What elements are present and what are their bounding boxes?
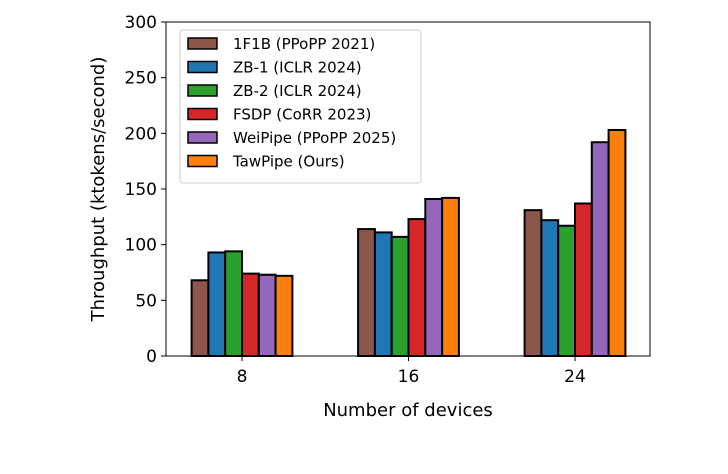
legend-swatch: [187, 37, 218, 50]
legend-label: ZB-1 (ICLR 2024): [233, 59, 362, 77]
y-tick-label: 0: [146, 347, 157, 367]
y-tick-label: 50: [135, 291, 157, 311]
legend-swatch: [187, 131, 218, 144]
bar-5-2: [607, 128, 627, 357]
y-tick-label: 250: [125, 69, 157, 89]
bar-3-1: [407, 218, 427, 357]
x-tick-label: 16: [398, 367, 420, 387]
bar-0-1: [357, 228, 376, 357]
y-tick-label: 150: [125, 180, 157, 200]
bar-4-1: [424, 198, 444, 357]
y-axis: 0 50 100 150 200 250 300: [125, 13, 166, 367]
x-tick-label: 24: [564, 367, 586, 387]
bar-3-0: [241, 272, 260, 358]
bar-0-2: [523, 209, 543, 357]
legend-label: TawPipe (Ours): [232, 153, 345, 171]
legend-label: 1F1B (PPoPP 2021): [233, 35, 375, 53]
bar-5-0: [274, 274, 294, 357]
x-axis-label: Number of devices: [323, 400, 493, 421]
y-tick-label: 100: [125, 236, 157, 256]
legend: 1F1B (PPoPP 2021) ZB-1 (ICLR 2024) ZB-2 (I…: [179, 29, 422, 184]
bar-2-1: [390, 235, 410, 357]
bar-0-0: [190, 279, 210, 357]
bar-5-1: [441, 196, 460, 357]
y-tick-label: 300: [125, 13, 157, 33]
bar-1-0: [207, 251, 227, 358]
x-axis: 8 16 24: [237, 356, 586, 387]
bar-1-1: [373, 231, 393, 357]
bar-2-2: [557, 224, 577, 357]
legend-swatch: [187, 107, 218, 121]
legend-label: ZB-2 (ICLR 2024): [233, 82, 362, 100]
legend-label: WeiPipe (PPoPP 2025): [233, 129, 396, 147]
legend-swatch: [187, 154, 218, 168]
legend-label: FSDP (CoRR 2023): [233, 106, 371, 124]
bar-4-0: [257, 273, 277, 357]
legend-swatch: [187, 84, 218, 97]
bar-4-2: [590, 141, 610, 357]
bar-1-2: [540, 219, 560, 357]
y-axis-label: Throughput (ktokens/second): [88, 57, 109, 323]
y-tick-label: 200: [125, 124, 157, 144]
legend-frame: [179, 29, 422, 184]
bar-3-2: [574, 202, 593, 357]
bar-2-0: [224, 250, 243, 357]
legend-swatch: [187, 60, 218, 74]
x-tick-label: 8: [237, 367, 248, 387]
